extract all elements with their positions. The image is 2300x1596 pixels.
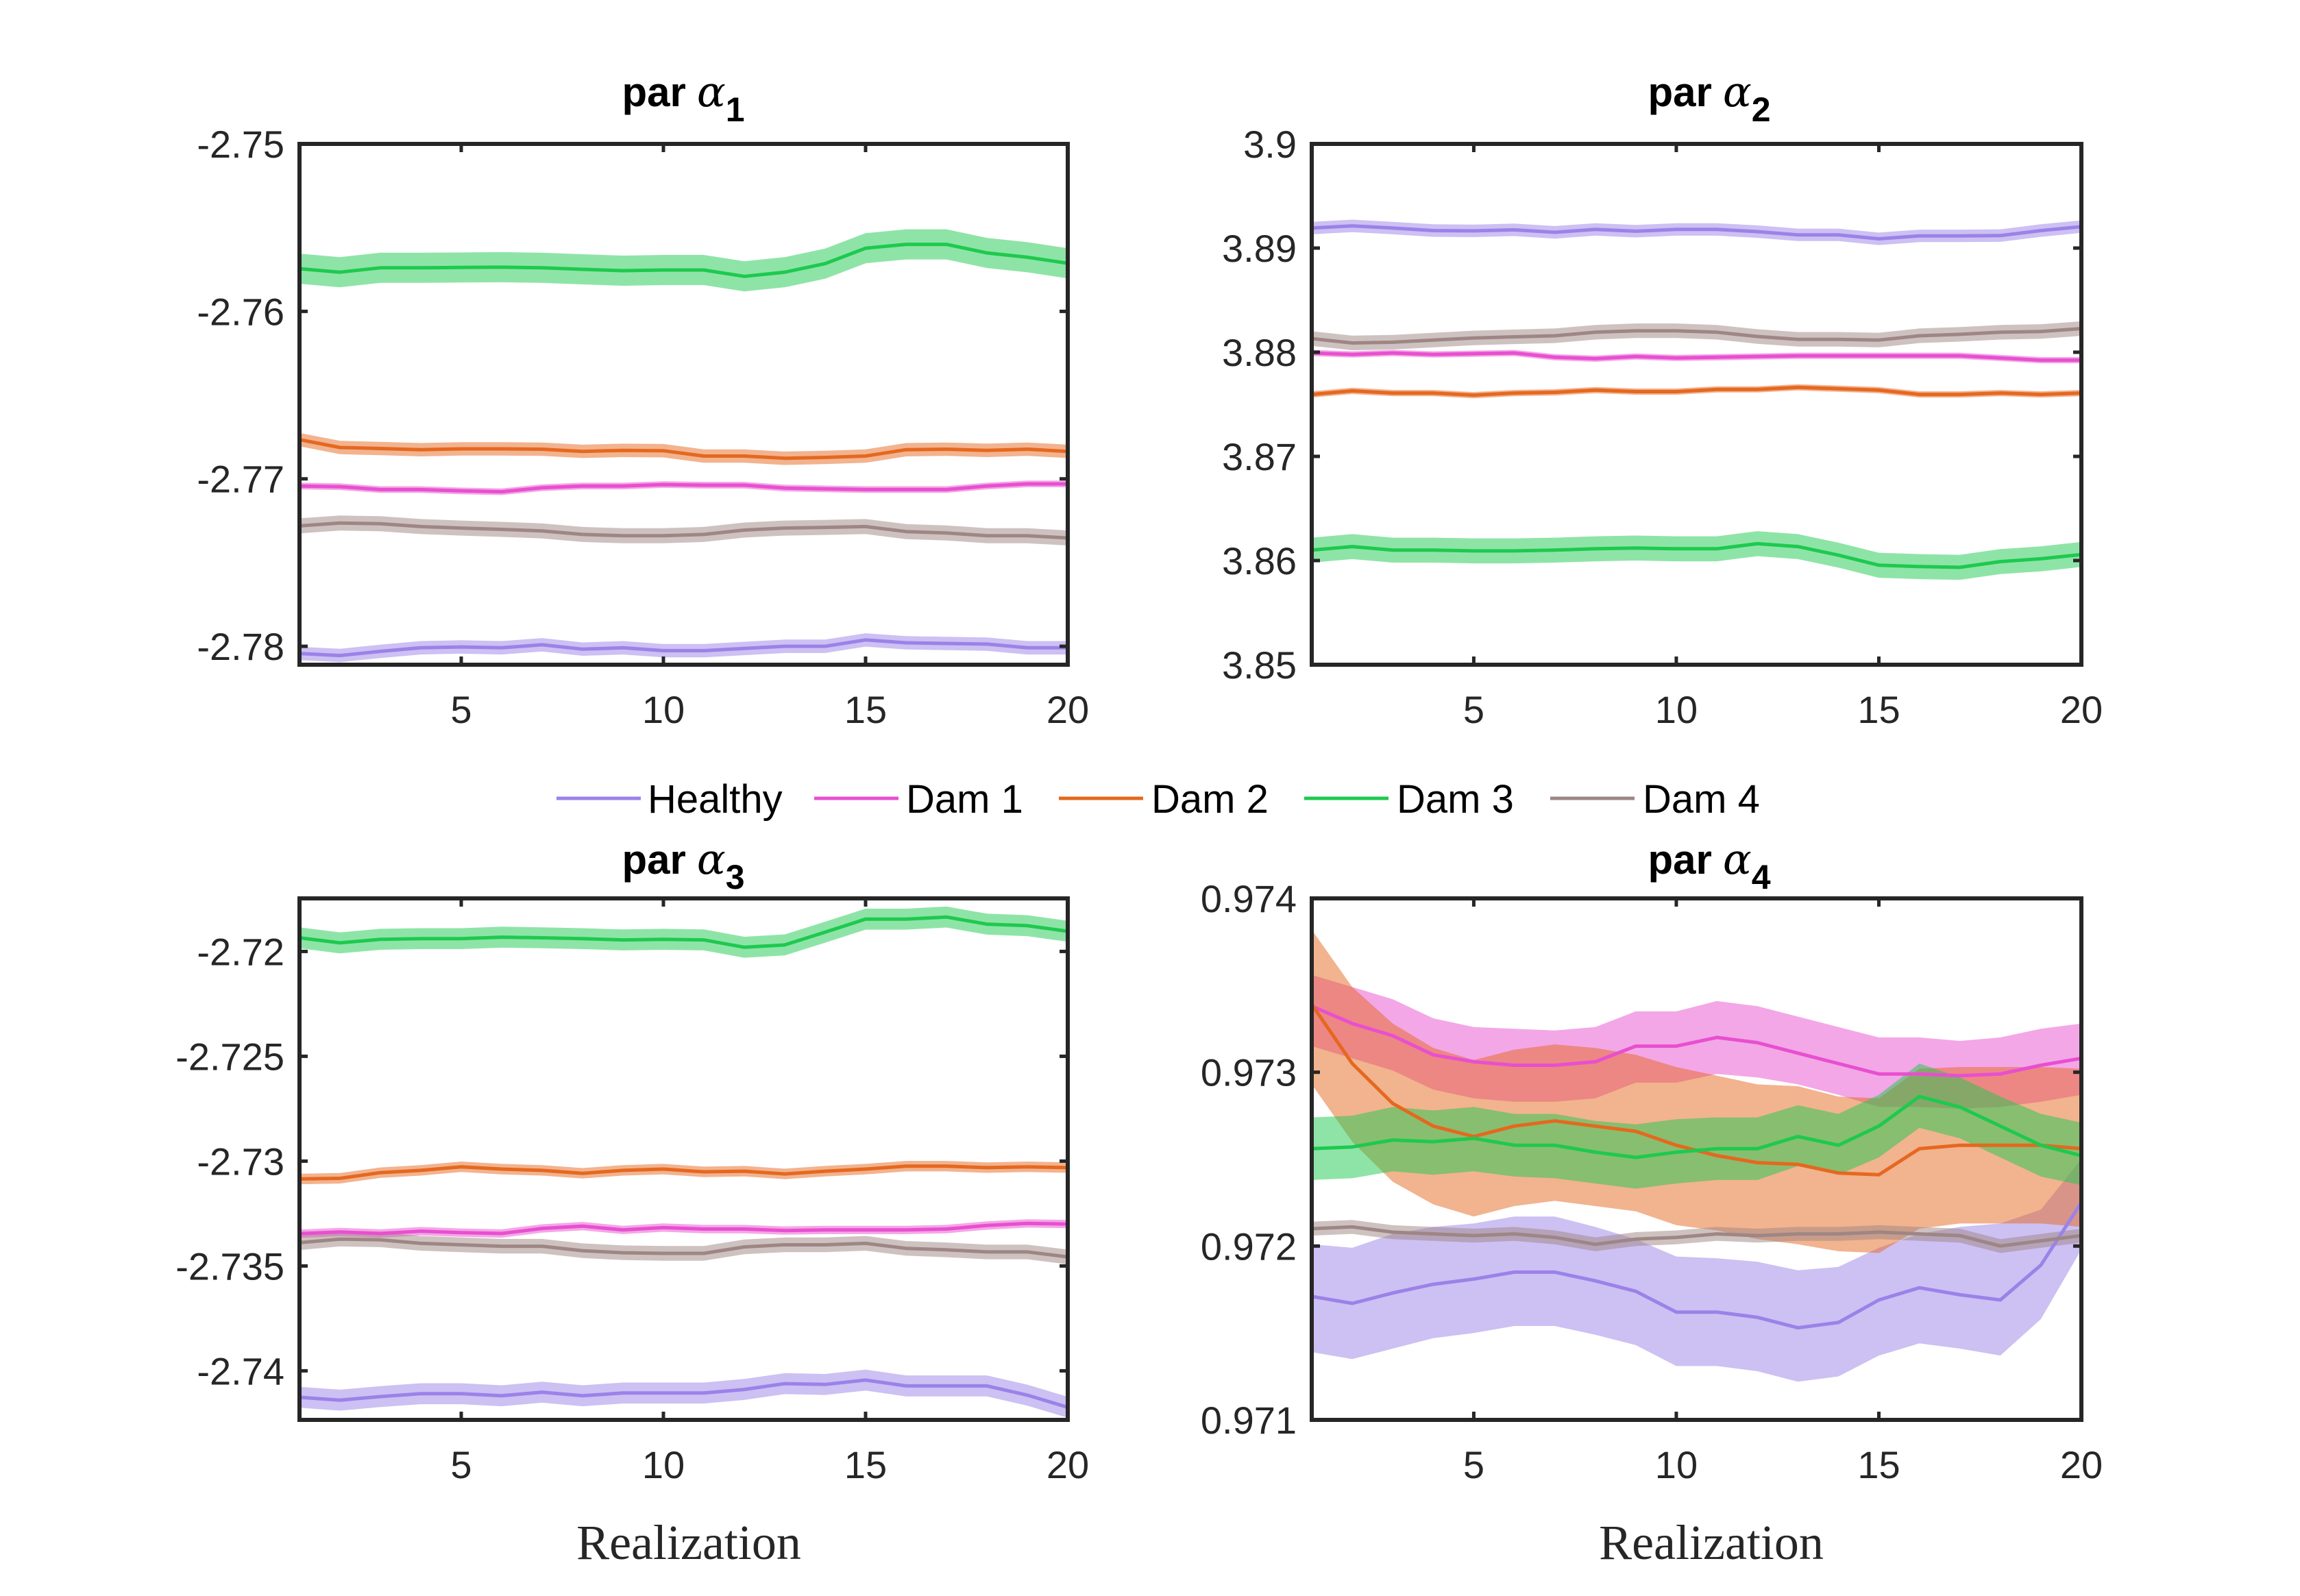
- series-line-dam-4: [1312, 327, 2081, 345]
- confidence-band-dam-3: [1312, 531, 2081, 580]
- x-tick-label: 20: [1047, 688, 1089, 731]
- series-line-dam-2: [299, 438, 1068, 461]
- y-tick-label: 3.9: [1243, 123, 1297, 166]
- series-line-dam-4: [299, 521, 1068, 540]
- confidence-band-dam-3: [299, 229, 1068, 292]
- subplot-alpha2: par α2 5 10 15 20 3.85 3.86 3.87 3.88 3.89 3.9: [1222, 66, 2103, 731]
- axes-box: [1310, 142, 2083, 667]
- y-tick-label: 0.971: [1201, 1399, 1297, 1442]
- legend-entry-dam-1[interactable]: Dam 1: [814, 777, 1023, 822]
- series-line-dam-4: [1312, 1225, 2081, 1248]
- legend-label: Healthy: [648, 777, 783, 822]
- y-tick-label: -2.72: [197, 930, 284, 973]
- subplot-alpha3: par α3 Realization 5 10 15 20 -2.74 -2.735 -2.7…: [175, 834, 1089, 1570]
- y-tick-label: -2.725: [175, 1035, 284, 1078]
- x-tick-label: 20: [2060, 688, 2103, 731]
- x-tick-label: 5: [450, 688, 472, 731]
- series-line-dam-3: [1312, 541, 2081, 569]
- y-tick-label: 3.86: [1222, 539, 1297, 582]
- y-tick-label: -2.73: [197, 1140, 284, 1183]
- x-tick-label: 15: [1857, 1443, 1900, 1486]
- y-tick-label: -2.75: [197, 123, 284, 166]
- plot-area: [299, 906, 1068, 1418]
- series-line-dam-2: [299, 1164, 1068, 1181]
- series-line-healthy: [299, 638, 1068, 658]
- y-tick-label: 0.972: [1201, 1225, 1297, 1268]
- plot-area: [1312, 219, 2081, 580]
- series-line-dam-3: [299, 915, 1068, 949]
- axes-box: [1310, 896, 2083, 1422]
- legend-entry-dam-3[interactable]: Dam 3: [1304, 777, 1514, 822]
- x-axis-label: Realization: [1599, 1515, 1824, 1570]
- series-line-healthy: [1312, 224, 2081, 241]
- subplot-title: par α2: [1648, 66, 1770, 129]
- x-tick-label: 20: [1047, 1443, 1089, 1486]
- x-tick-label: 20: [2060, 1443, 2103, 1486]
- series-line-dam-1: [299, 1221, 1068, 1236]
- series-line-dam-4: [299, 1237, 1068, 1259]
- x-tick-label: 15: [844, 1443, 887, 1486]
- x-tick-label: 10: [642, 1443, 685, 1486]
- confidence-band-dam-4: [299, 1231, 1068, 1264]
- legend-entry-dam-2[interactable]: Dam 2: [1059, 777, 1269, 822]
- subplot-alpha1: par α1 5 10 15 20 -2.78 -2.77 -2.76 -2.75: [197, 66, 1089, 731]
- subplot-title: par α1: [622, 66, 744, 129]
- y-tick-label: 0.973: [1201, 1051, 1297, 1094]
- series-line-dam-3: [1312, 1094, 2081, 1159]
- x-tick-label: 15: [844, 688, 887, 731]
- series-line-healthy: [1312, 1201, 2081, 1330]
- x-axis-label: Realization: [576, 1515, 801, 1570]
- subplot-title: par α3: [622, 834, 744, 896]
- subplot-title: par α4: [1648, 834, 1770, 896]
- confidence-band-dam-4: [1312, 321, 2081, 351]
- y-tick-label: 3.85: [1222, 643, 1297, 687]
- y-tick-label: 3.87: [1222, 435, 1297, 478]
- x-tick-label: 5: [1463, 1443, 1484, 1486]
- y-tick-label: -2.74: [197, 1349, 284, 1392]
- legend-label: Dam 2: [1151, 777, 1269, 822]
- x-tick-label: 5: [450, 1443, 472, 1486]
- x-tick-label: 10: [1655, 688, 1698, 731]
- legend-entry-healthy[interactable]: Healthy: [556, 777, 783, 822]
- y-tick-label: -2.78: [197, 625, 284, 668]
- legend-entry-dam-4[interactable]: Dam 4: [1550, 777, 1760, 822]
- series-line-healthy: [299, 1378, 1068, 1409]
- confidence-band-dam-3: [1312, 1064, 2081, 1189]
- axes-box: [297, 896, 1070, 1422]
- y-tick-label: 3.88: [1222, 331, 1297, 374]
- legend-label: Dam 3: [1397, 777, 1514, 822]
- x-tick-label: 15: [1857, 688, 1900, 731]
- legend-label: Dam 4: [1643, 777, 1760, 822]
- plot-area: [299, 229, 1068, 663]
- confidence-band-dam-4: [299, 515, 1068, 545]
- plot-area: [1312, 929, 2081, 1382]
- x-tick-label: 5: [1463, 688, 1484, 731]
- confidence-band-healthy: [1312, 1159, 2081, 1382]
- legend: Healthy Dam 1 Dam 2 Dam 3 Dam 4: [556, 777, 1760, 822]
- confidence-band-dam-2: [299, 432, 1068, 465]
- axes-box: [297, 142, 1070, 667]
- series-line-dam-1: [299, 482, 1068, 494]
- y-tick-label: 0.974: [1201, 877, 1297, 920]
- y-tick-label: 3.89: [1222, 227, 1297, 270]
- y-tick-label: -2.77: [197, 458, 284, 501]
- y-tick-label: -2.76: [197, 290, 284, 333]
- series-line-dam-3: [299, 243, 1068, 278]
- legend-label: Dam 1: [906, 777, 1023, 822]
- y-tick-label: -2.735: [175, 1244, 284, 1288]
- subplot-alpha4: par α4 Realization 5 10 15 20 0.971 0.972 0.973…: [1201, 834, 2103, 1570]
- series-line-dam-2: [1312, 385, 2081, 397]
- x-tick-label: 10: [642, 688, 685, 731]
- series-line-dam-1: [1312, 351, 2081, 363]
- x-tick-label: 10: [1655, 1443, 1698, 1486]
- series-line-dam-1: [1312, 1005, 2081, 1078]
